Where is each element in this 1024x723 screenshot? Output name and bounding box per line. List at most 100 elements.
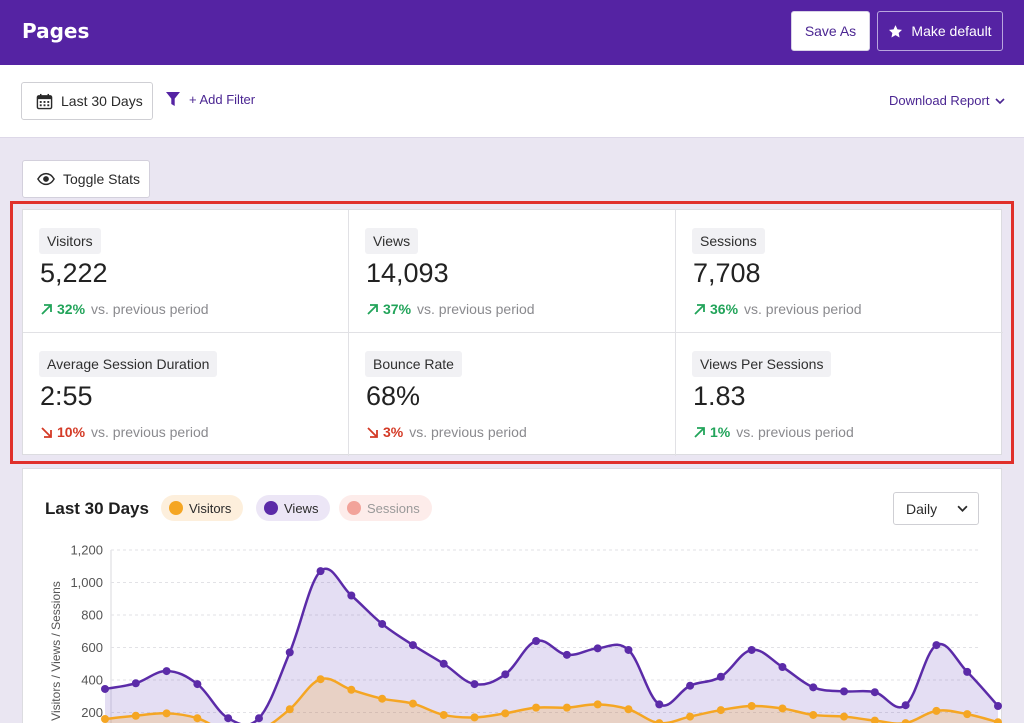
visitors-area xyxy=(105,678,998,723)
y-tick-label: 800 xyxy=(81,608,103,623)
legend-label: Views xyxy=(284,500,319,516)
legend-label: Sessions xyxy=(367,500,420,516)
legend-views[interactable]: Views xyxy=(256,495,331,521)
views-point xyxy=(840,687,849,696)
stat-value: 14,093 xyxy=(366,258,449,288)
stat-label: Sessions xyxy=(692,228,765,254)
views-point xyxy=(131,679,140,688)
stat-change-suffix: vs. previous period xyxy=(91,301,209,317)
stat-change: 1% vs. previous period xyxy=(693,424,854,440)
stat-value: 1.83 xyxy=(693,381,746,411)
download-report-dropdown[interactable]: Download Report xyxy=(889,93,1006,108)
arrow-down-right-icon xyxy=(367,426,378,438)
stat-card: Bounce Rate 68% 3% vs. previous period xyxy=(349,333,676,456)
stat-change-suffix: vs. previous period xyxy=(91,424,209,440)
chart-card: 200 400 600 800 1,000 1,200 Visitors / Views /… xyxy=(22,468,1002,723)
visitors-point xyxy=(501,709,510,718)
stat-change: 3% vs. previous period xyxy=(366,424,527,440)
stat-value: 7,708 xyxy=(693,258,761,288)
views-point xyxy=(655,700,664,709)
arrow-down-right-icon xyxy=(41,426,52,438)
visitors-point xyxy=(532,703,541,712)
stat-change: 32% vs. previous period xyxy=(40,301,209,317)
y-tick-label: 600 xyxy=(81,640,103,655)
visitors-point xyxy=(747,702,756,710)
visitors-point xyxy=(994,718,1002,723)
legend-dot xyxy=(347,501,361,515)
visitors-point xyxy=(809,710,818,719)
visitors-point xyxy=(347,685,356,694)
filter-icon xyxy=(166,92,180,106)
views-point xyxy=(470,680,479,689)
stat-change-percent: 3% xyxy=(383,424,404,440)
date-range-button[interactable]: Last 30 Days xyxy=(21,82,153,120)
visitors-point xyxy=(131,711,140,720)
calendar-icon xyxy=(36,93,53,109)
views-point xyxy=(686,681,695,690)
stat-change-percent: 1% xyxy=(710,424,731,440)
views-point xyxy=(378,619,387,628)
visitors-point xyxy=(285,705,294,714)
stat-card: Average Session Duration 2:55 10% vs. previ… xyxy=(23,333,349,456)
stat-change: 36% vs. previous period xyxy=(693,301,862,317)
visitors-point xyxy=(378,694,387,703)
visitors-point xyxy=(439,710,448,719)
views-point xyxy=(285,648,294,657)
arrow-up-right-icon xyxy=(694,303,705,315)
views-point xyxy=(224,714,233,723)
views-point xyxy=(963,667,972,676)
legend-label: Visitors xyxy=(189,500,232,516)
stat-change-suffix: vs. previous period xyxy=(744,301,862,317)
page-title: Pages xyxy=(22,19,90,43)
stat-card: Views 14,093 37% vs. previous period xyxy=(349,210,676,333)
star-icon xyxy=(889,24,903,37)
make-default-label: Make default xyxy=(911,23,992,39)
filter-bar: Last 30 Days + Add Filter Download Repor… xyxy=(0,65,1024,138)
stats-highlight-outline xyxy=(10,201,1014,464)
stat-change-percent: 32% xyxy=(57,301,86,317)
stat-card: Sessions 7,708 36% vs. previous period xyxy=(676,210,1003,333)
visitors-point xyxy=(963,710,972,719)
interval-select[interactable]: Daily xyxy=(893,492,979,525)
stat-change: 37% vs. previous period xyxy=(366,301,535,317)
views-point xyxy=(193,680,202,689)
legend-dot xyxy=(264,501,278,515)
stat-label: Views Per Sessions xyxy=(692,351,832,377)
legend-sessions[interactable]: Sessions xyxy=(339,495,432,521)
views-point xyxy=(316,567,325,576)
add-filter-label: + Add Filter xyxy=(189,91,256,107)
views-point xyxy=(778,663,787,671)
visitors-point xyxy=(624,705,633,714)
legend-dot xyxy=(169,501,183,515)
views-point xyxy=(347,591,356,600)
legend-visitors[interactable]: Visitors xyxy=(161,495,244,521)
toggle-stats-button[interactable]: Toggle Stats xyxy=(22,160,150,198)
visitors-point xyxy=(316,675,325,684)
views-point xyxy=(901,701,910,710)
stat-change-percent: 37% xyxy=(383,301,412,317)
visitors-point xyxy=(870,716,879,723)
add-filter-link[interactable]: + Add Filter xyxy=(165,91,255,107)
views-point xyxy=(439,659,448,668)
date-range-label: Last 30 Days xyxy=(61,93,143,109)
make-default-button[interactable]: Make default xyxy=(877,11,1003,51)
views-point xyxy=(870,688,879,697)
views-point xyxy=(501,670,510,679)
visitors-point xyxy=(593,700,602,709)
stat-value: 68% xyxy=(366,381,421,411)
visitors-point xyxy=(716,706,725,715)
stat-card: Views Per Sessions 1.83 1% vs. previous per… xyxy=(676,333,1003,456)
visitors-point xyxy=(778,704,787,713)
save-as-button[interactable]: Save As xyxy=(791,11,870,51)
views-point xyxy=(994,702,1002,710)
views-point xyxy=(624,645,633,654)
stat-change-percent: 36% xyxy=(710,301,739,317)
stat-change-suffix: vs. previous period xyxy=(409,424,527,440)
stat-change-suffix: vs. previous period xyxy=(417,301,535,317)
stats-grid: Visitors 5,222 32% vs. previous period Views… xyxy=(22,209,1003,456)
arrow-up-right-icon xyxy=(694,426,705,438)
visitors-point xyxy=(101,715,109,723)
stat-label: Views xyxy=(365,228,419,254)
stat-value: 2:55 xyxy=(40,381,93,411)
views-point xyxy=(809,683,818,692)
